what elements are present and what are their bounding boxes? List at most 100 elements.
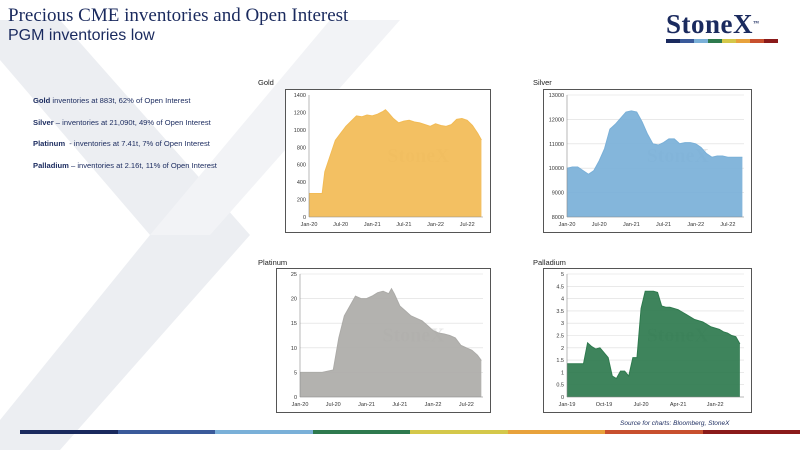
palladium-chart: StoneX00.511.522.533.544.55Jan-19Oct-19J… [543,268,752,413]
x-tick-label: Jul-22 [460,222,475,228]
x-tick-label: Jul-20 [333,222,348,228]
palladium-inventory-line [567,290,741,380]
color-bar-segment [117,430,215,434]
logo-trademark: ™ [753,21,760,27]
y-tick-label: 200 [297,198,306,204]
y-tick-label: 3 [561,321,564,327]
x-tick-label: Apr-21 [670,402,687,408]
silver-chart: StoneX8000900010000110001200013000Jan-20… [543,89,752,233]
x-tick-label: Jul-21 [396,222,411,228]
x-tick-label: Jul-21 [392,402,407,408]
x-tick-label: Jan-21 [623,222,640,228]
bullet-silver: Silver – inventories at 21,090t, 49% of … [33,117,211,127]
y-tick-label: 5 [294,370,297,376]
silver-inventory-line [566,110,743,175]
color-bar-segment [694,39,708,43]
palladium-inventory-area [567,291,740,397]
x-tick-label: Jul-20 [592,222,607,228]
logo-wordmark: StoneX [666,9,754,39]
y-tick-label: 0 [303,215,306,221]
x-tick-label: Jul-22 [459,402,474,408]
y-tick-label: 11000 [549,142,564,148]
x-tick-label: Jan-20 [301,222,318,228]
y-tick-label: 10000 [549,166,564,172]
bullet-palladium: Palladium – inventories at 2.16t, 11% of… [33,160,217,170]
gold-chart-title: Gold [258,78,274,87]
y-tick-label: 10 [291,346,297,352]
y-tick-label: 25 [291,272,297,278]
color-bar-segment [215,430,313,434]
x-tick-label: Jan-20 [292,402,309,408]
y-tick-label: 4 [561,297,564,303]
y-tick-label: 0 [294,395,297,401]
bullet-gold: Gold inventories at 883t, 62% of Open In… [33,96,191,105]
y-tick-label: 8000 [552,215,564,221]
x-tick-label: Oct-19 [596,402,613,408]
y-tick-label: 20 [291,297,297,303]
y-tick-label: 800 [297,145,306,151]
x-tick-label: Jan-21 [358,402,375,408]
silver-inventory-area [567,110,743,217]
y-tick-label: 3.5 [556,309,564,315]
platinum-inventory-line [300,287,482,373]
y-tick-label: 5 [561,272,564,278]
y-tick-label: 13000 [549,93,564,99]
y-tick-label: 1000 [294,128,306,134]
y-tick-label: 12000 [549,117,564,123]
color-bar-segment [764,39,778,43]
slide-title-block: Precious CME inventories and Open Intere… [8,6,348,46]
x-tick-label: Jul-22 [720,222,735,228]
y-tick-label: 2.5 [556,334,564,340]
y-tick-label: 1200 [294,110,306,116]
x-tick-label: Jan-19 [559,402,576,408]
stonex-logo: StoneX™ [666,10,778,43]
color-bar-segment [20,430,118,434]
palladium-chart-title: Palladium [533,258,566,267]
chart-source-note: Source for charts: Bloomberg, StoneX [620,420,730,427]
bullet-platinum: Platinum - inventories at 7.41t, 7% of O… [33,139,210,148]
y-tick-label: 1400 [294,93,306,99]
slide-subtitle: PGM inventories low [8,27,155,44]
silver-chart-title: Silver [533,78,552,87]
color-bar-segment [666,39,680,43]
color-bar-segment [708,39,722,43]
platinum-inventory-area [300,288,482,397]
y-tick-label: 0.5 [556,383,564,389]
x-tick-label: Jan-22 [707,402,724,408]
gold-inventory-area [309,109,482,217]
y-tick-label: 15 [291,321,297,327]
y-tick-label: 4.5 [556,284,564,290]
y-tick-label: 1 [561,370,564,376]
gold-chart: StoneX0200400600800100012001400Jan-20Jul… [285,89,491,233]
gold-inventory-line [309,109,482,194]
color-bar-segment [750,39,764,43]
y-tick-label: 0 [561,395,564,401]
x-tick-label: Jan-21 [364,222,381,228]
color-bar-segment [605,430,703,434]
x-tick-label: Jul-20 [634,402,649,408]
y-tick-label: 1.5 [556,358,564,364]
platinum-chart-title: Platinum [258,258,288,267]
color-bar-segment [507,430,605,434]
y-tick-label: 2 [561,346,564,352]
x-tick-label: Jul-20 [326,402,341,408]
y-tick-label: 9000 [552,191,564,197]
x-tick-label: Jan-22 [425,402,442,408]
x-tick-label: Jul-21 [656,222,671,228]
slide-title: Precious CME inventories and Open Intere… [8,5,349,26]
x-tick-label: Jan-22 [687,222,704,228]
y-tick-label: 400 [297,180,306,186]
logo-color-bar [666,39,778,43]
inventory-bullets: Gold inventories at 883t, 62% of Open In… [33,96,217,182]
color-bar-segment [410,430,508,434]
color-bar-segment [702,430,800,434]
color-bar-segment [722,39,736,43]
x-tick-label: Jan-22 [427,222,444,228]
color-bar-segment [312,430,410,434]
x-tick-label: Jan-20 [559,222,576,228]
color-bar-segment [680,39,694,43]
y-tick-label: 600 [297,163,306,169]
platinum-chart: StoneX0510152025Jan-20Jul-20Jan-21Jul-21… [276,268,491,413]
color-bar-segment [736,39,750,43]
